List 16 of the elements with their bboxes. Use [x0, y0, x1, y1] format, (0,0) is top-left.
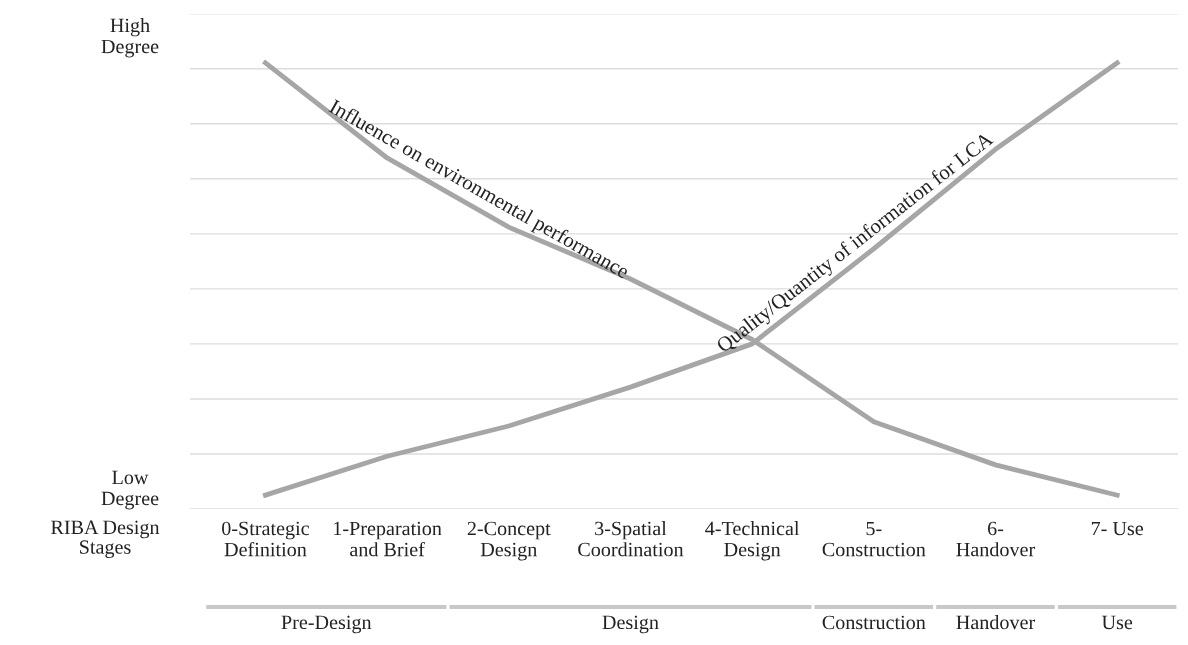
x-tick-label: 5- Construction [822, 521, 926, 557]
x-tick-label: 2-Concept Design [467, 521, 551, 561]
x-tick-label: 0-Strategic Definition [222, 521, 309, 557]
text: Pre-Design [281, 615, 372, 634]
text: Use [1101, 615, 1133, 630]
x-tick-label: 4-Technical Design [705, 521, 800, 561]
text: Handover [956, 615, 1036, 630]
x-tick-label: 3-Spatial Coordination [578, 521, 684, 557]
text: Design [602, 615, 659, 634]
text: Construction [822, 615, 926, 630]
text: Low Degree [101, 470, 159, 510]
x-axis-title: RIBA Design Stages [51, 520, 160, 558]
x-tick-label: 1-Preparation and Brief [334, 521, 442, 557]
text: High Degree [101, 18, 159, 58]
x-tick-label: 6- Handover [956, 521, 1036, 557]
x-tick-label: 7- Use [1091, 521, 1144, 536]
